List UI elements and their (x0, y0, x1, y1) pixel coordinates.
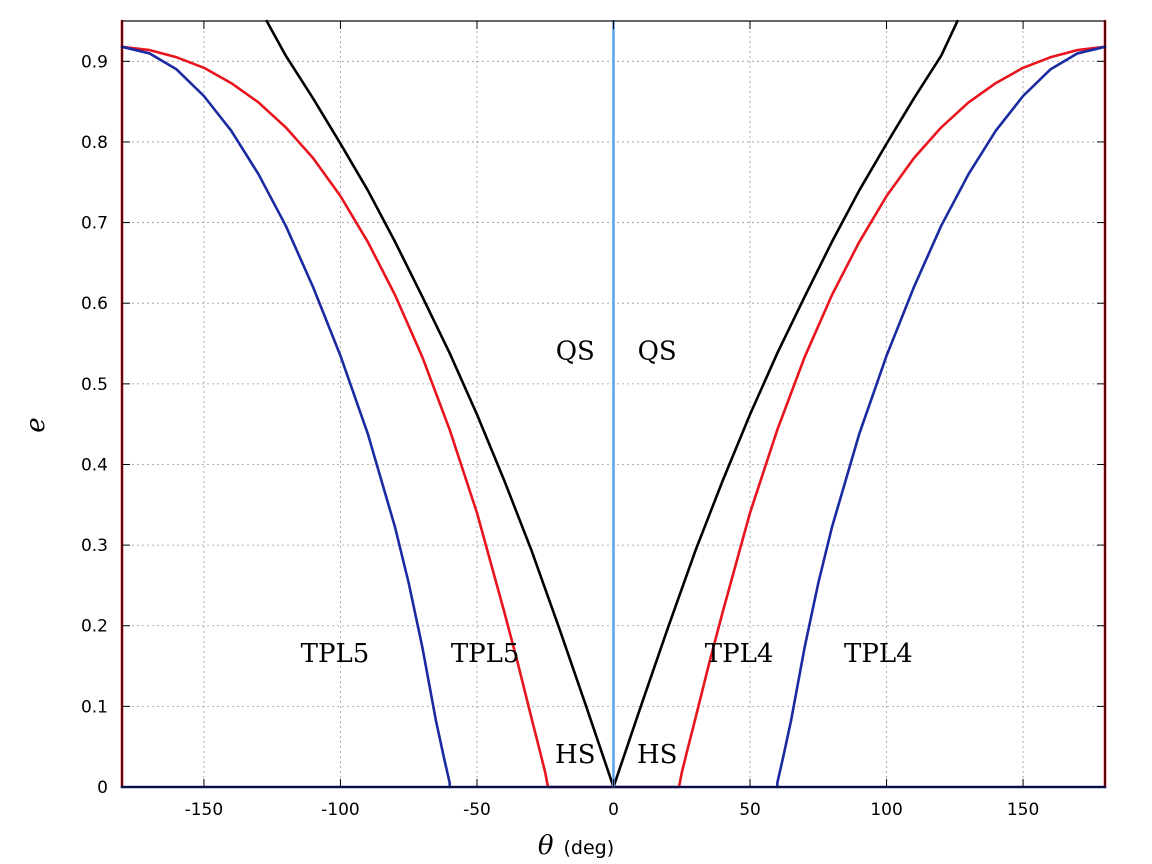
series-lines (120, 19, 1107, 789)
x-axis-unit: (deg) (564, 837, 615, 859)
y-tick-label: 0.2 (81, 617, 108, 637)
blue-curve (775, 45, 1107, 789)
y-tick-label: 0.9 (81, 52, 108, 72)
region-labels: QS QS TPL5 TPL5 TPL4 TPL4 HS HS (301, 337, 913, 770)
region-label: TPL4 (705, 639, 774, 669)
blue-curve (120, 45, 452, 789)
x-tick-label: 50 (739, 800, 761, 820)
y-tick-label: 0 (97, 778, 108, 798)
y-axis-title: e (21, 417, 51, 432)
x-tick-label: -50 (463, 800, 491, 820)
x-tick-label: -100 (321, 800, 360, 820)
x-axis-title: θ (deg) (538, 831, 614, 861)
region-label: TPL4 (844, 639, 913, 669)
y-tick-label: 0.6 (81, 294, 108, 314)
black-curve (265, 19, 959, 789)
x-tick-label: -150 (185, 800, 224, 820)
y-tick-label: 0.3 (81, 536, 108, 556)
region-label: QS (638, 337, 677, 367)
region-label: HS (555, 740, 596, 770)
region-label: HS (637, 740, 678, 770)
region-label: TPL5 (451, 639, 520, 669)
region-label: TPL5 (301, 639, 370, 669)
axis-ticks: -150 -100 -50 0 50 100 150 0 0.1 0.2 0.3 0.4 0.5 0.6 0… (81, 21, 1105, 820)
region-label: QS (556, 337, 595, 367)
y-tick-label: 0.5 (81, 375, 108, 395)
y-tick-label: 0.7 (81, 214, 108, 234)
y-tick-label: 0.4 (81, 455, 108, 475)
y-tick-label: 0.1 (81, 697, 108, 717)
y-tick-label: 0.8 (81, 133, 108, 153)
x-tick-label: 0 (608, 800, 619, 820)
x-axis-symbol: θ (538, 831, 554, 861)
x-tick-label: 100 (870, 800, 902, 820)
x-tick-label: 150 (1007, 800, 1039, 820)
